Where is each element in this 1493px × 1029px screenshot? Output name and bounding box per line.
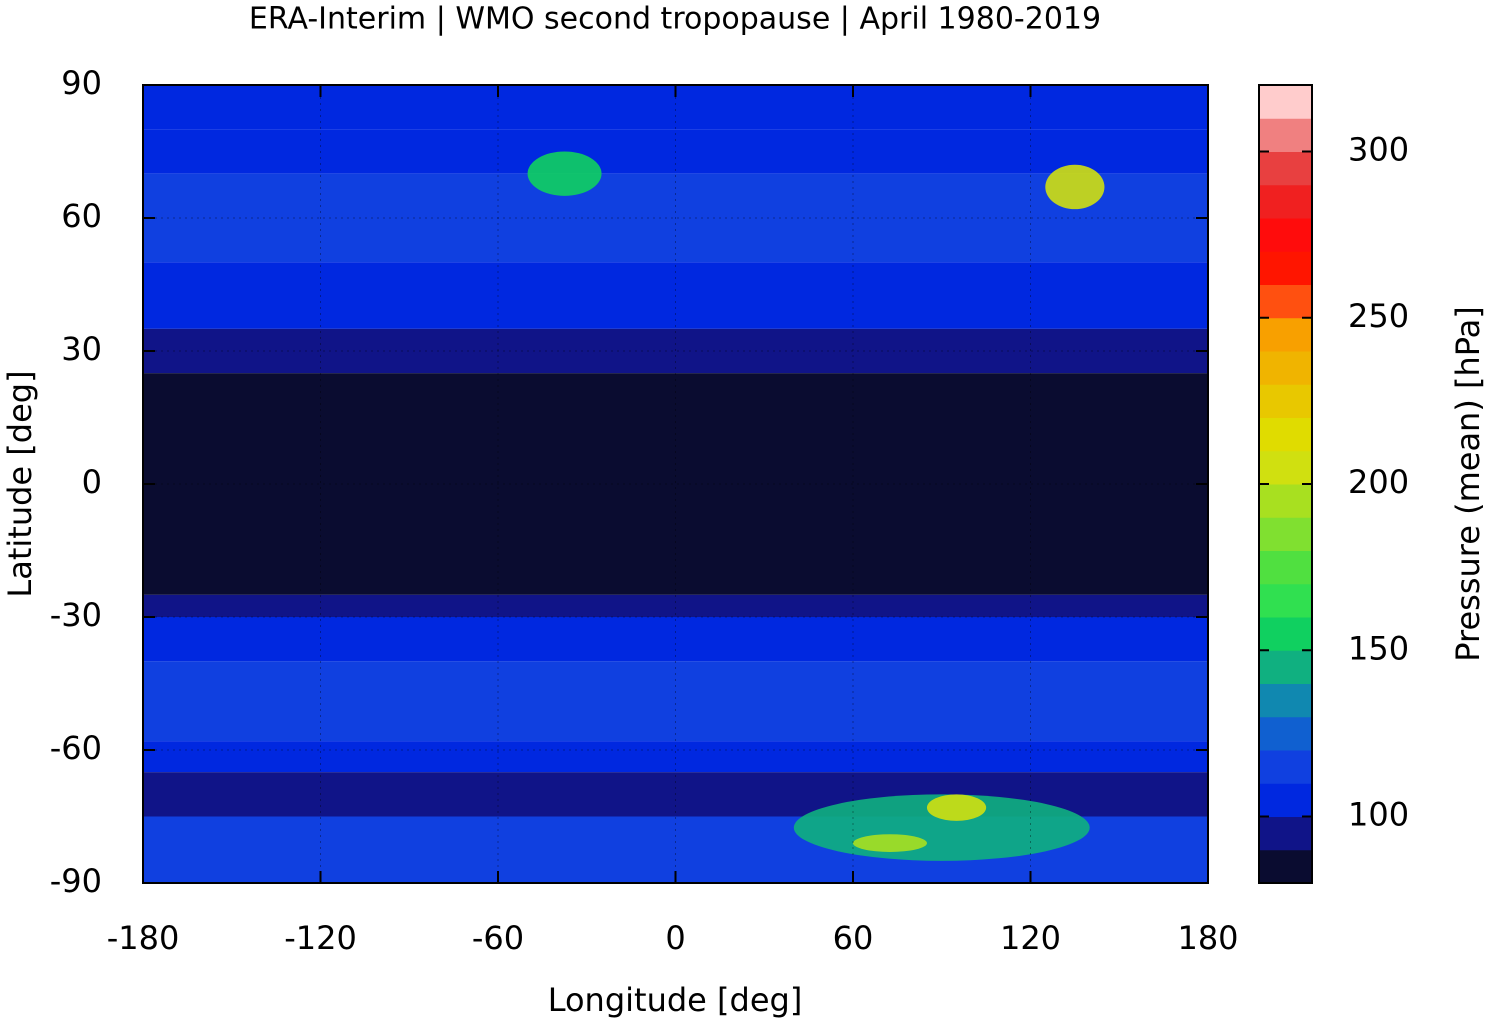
colorbar-tick-label: 100	[1348, 796, 1409, 834]
colorbar-swatch	[1259, 184, 1312, 219]
colorbar-swatch	[1259, 450, 1312, 485]
colorbar-swatch	[1259, 517, 1312, 551]
zonal-band	[143, 661, 1208, 742]
colorbar-swatch	[1259, 417, 1312, 452]
y-tick-label: 30	[61, 330, 102, 368]
zonal-band	[143, 173, 1208, 263]
colorbar-swatch	[1259, 650, 1312, 684]
x-axis-label: Longitude [deg]	[548, 981, 803, 1019]
field-patch	[926, 794, 987, 821]
colorbar-swatch	[1259, 683, 1312, 718]
colorbar-swatch	[1259, 484, 1312, 518]
colorbar-swatch	[1259, 783, 1312, 817]
colorbar-swatch	[1259, 317, 1312, 352]
plot-frame	[142, 84, 1209, 884]
colorbar-tick-label: 200	[1348, 463, 1409, 501]
colorbar-swatch	[1259, 151, 1312, 186]
zonal-band	[143, 594, 1208, 617]
zonal-band	[143, 328, 1208, 374]
field-patch	[853, 834, 927, 852]
colorbar-swatch	[1259, 816, 1312, 851]
colorbar-swatch	[1259, 251, 1312, 285]
colorbar-swatch	[1259, 85, 1312, 119]
colorbar-swatch	[1259, 583, 1312, 618]
colorbar-swatch	[1259, 750, 1312, 784]
colorbar-swatch	[1259, 218, 1312, 252]
y-tick-label: -30	[50, 596, 102, 634]
y-tick-label: -60	[50, 729, 102, 767]
colorbar-tick-label: 300	[1348, 131, 1409, 169]
colorbar-label: Pressure (mean) [hPa]	[1449, 306, 1487, 661]
colorbar-swatch	[1259, 118, 1312, 152]
x-tick-label: -60	[472, 919, 524, 957]
x-tick-label: -180	[107, 919, 180, 957]
zonal-band	[143, 373, 1208, 595]
colorbar-swatch	[1259, 849, 1312, 884]
x-tick-label: 180	[1177, 919, 1238, 957]
colorbar-swatch	[1259, 716, 1312, 751]
y-axis-label: Latitude [deg]	[1, 370, 39, 597]
zonal-band	[143, 617, 1208, 662]
zonal-band	[143, 741, 1208, 773]
colorbar-swatch	[1259, 284, 1312, 319]
colorbar-tick-label: 250	[1348, 297, 1409, 335]
x-tick-label: 0	[665, 919, 685, 957]
y-tick-label: 0	[82, 463, 102, 501]
y-tick-label: -90	[50, 862, 102, 900]
colorbar-swatch	[1259, 550, 1312, 585]
field-patch	[1045, 164, 1105, 210]
y-tick-label: 60	[61, 197, 102, 235]
colorbar-frame	[1258, 84, 1313, 884]
colorbar-tick-label: 150	[1348, 629, 1409, 667]
x-tick-label: 120	[1000, 919, 1061, 957]
y-tick-label: 90	[61, 64, 102, 102]
colorbar-swatch	[1259, 617, 1312, 651]
x-tick-label: -120	[284, 919, 357, 957]
chart-title: ERA-Interim | WMO second tropopause | Ap…	[249, 2, 1101, 37]
x-tick-label: 60	[833, 919, 874, 957]
field-patch	[527, 151, 602, 196]
zonal-band	[143, 129, 1208, 174]
zonal-band	[143, 262, 1208, 329]
colorbar-swatch	[1259, 384, 1312, 418]
colorbar-swatch	[1259, 351, 1312, 385]
